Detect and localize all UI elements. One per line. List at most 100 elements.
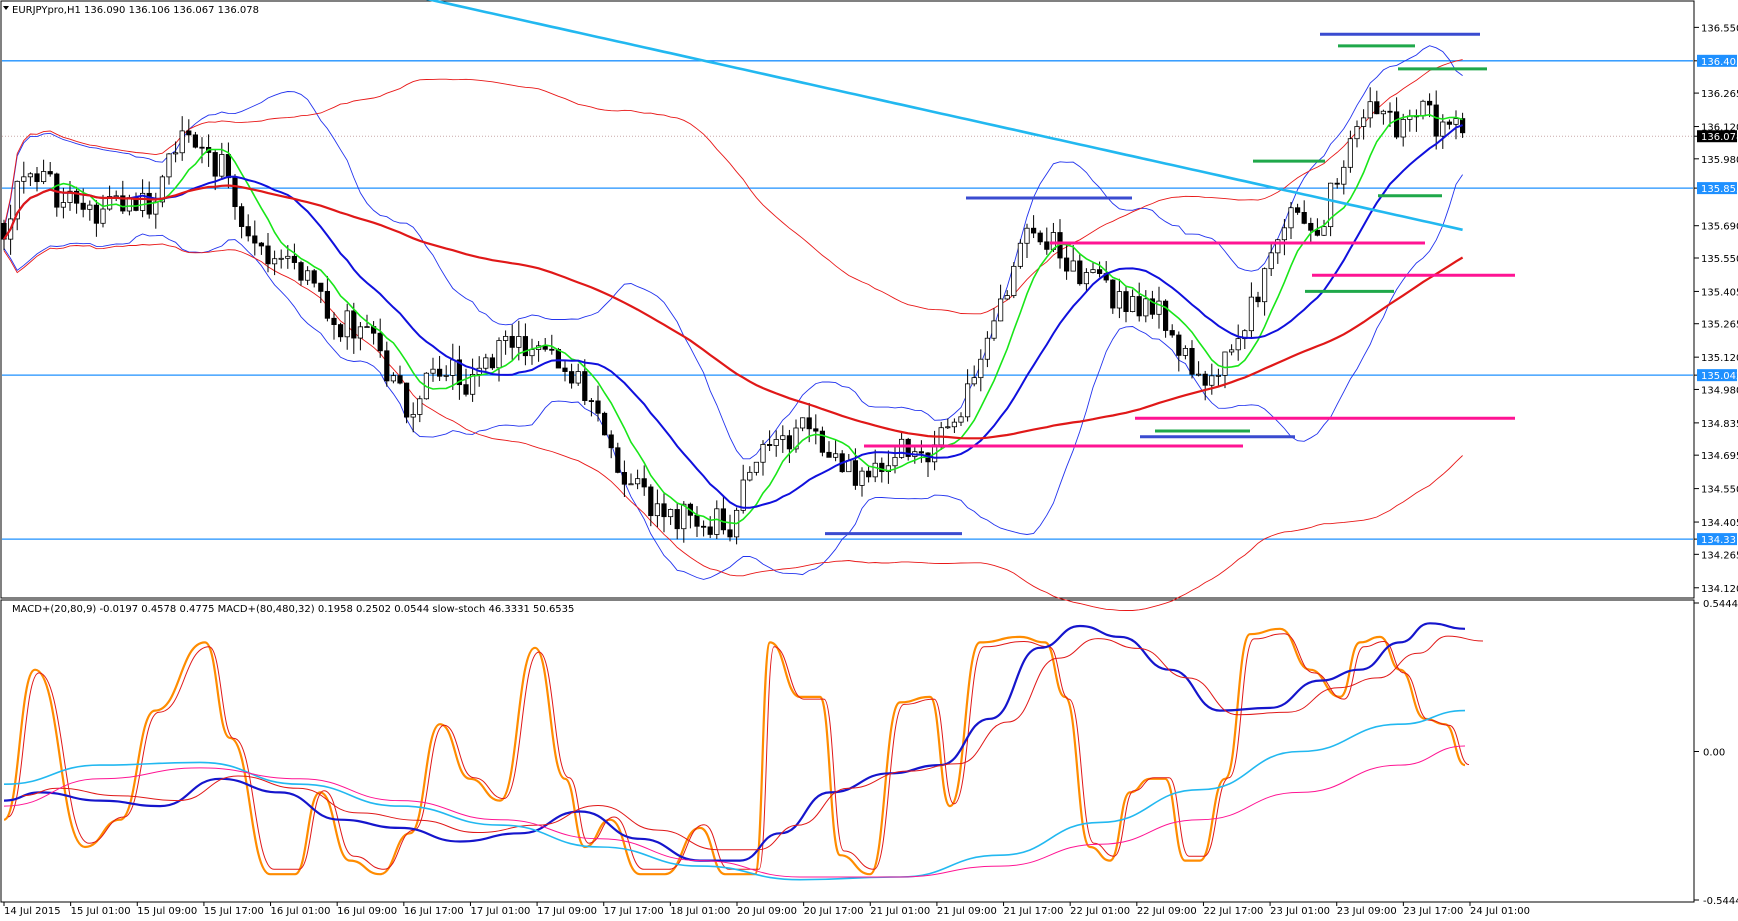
- candle-body-208: [1374, 101, 1380, 115]
- candle-body-217: [1433, 104, 1439, 137]
- candle-body-9: [60, 202, 67, 208]
- candle-body-48: [318, 282, 324, 292]
- time-tick-label-13: 21 Jul 01:00: [870, 906, 930, 917]
- candle-body-186: [1229, 349, 1235, 353]
- candle-body-83: [549, 348, 555, 351]
- candle-body-5: [34, 173, 40, 183]
- time-tick-label-1: 15 Jul 01:00: [71, 906, 131, 917]
- symbol-header: EURJPYpro,H1 136.090 136.106 136.067 136…: [12, 5, 259, 16]
- time-tick-label-3: 15 Jul 17:00: [204, 906, 264, 917]
- price-tick-label-20: 134.120: [1701, 584, 1738, 595]
- candle-body-69: [456, 359, 463, 386]
- candle-body-215: [1420, 100, 1426, 117]
- price-tick-label-19: 134.265: [1701, 550, 1738, 561]
- candle-body-50: [331, 317, 337, 326]
- candle-body-173: [1143, 298, 1149, 317]
- candle-body-196: [1295, 207, 1301, 213]
- candle-body-124: [819, 430, 826, 453]
- candle-body-44: [291, 255, 298, 263]
- time-tick-label-17: 22 Jul 09:00: [1137, 906, 1197, 917]
- candle-body-40: [265, 245, 271, 265]
- candle-body-125: [826, 451, 832, 458]
- candle-body-176: [1163, 300, 1169, 331]
- candle-body-96: [635, 478, 641, 485]
- candle-body-114: [753, 461, 760, 473]
- candle-body-99: [654, 503, 661, 517]
- candle-body-103: [681, 503, 687, 530]
- candle-body-4: [27, 173, 34, 178]
- candle-body-33: [219, 154, 225, 177]
- price-label-box-1: [1697, 54, 1737, 67]
- candle-body-184: [1215, 374, 1221, 377]
- candle-body-182: [1202, 373, 1208, 386]
- candle-body-92: [608, 434, 614, 449]
- candle-body-218: [1440, 121, 1446, 137]
- candle-body-162: [1070, 260, 1076, 272]
- candle-body-42: [278, 257, 284, 260]
- candle-body-62: [410, 414, 416, 418]
- candle-body-70: [463, 384, 469, 395]
- candle-body-198: [1308, 222, 1314, 231]
- time-tick-label-12: 20 Jul 17:00: [804, 906, 864, 917]
- candle-body-38: [252, 235, 258, 244]
- candle-body-36: [238, 206, 245, 227]
- candle-body-132: [872, 462, 878, 478]
- price-tick-label-11: 135.120: [1701, 353, 1738, 364]
- candle-body-143: [945, 426, 951, 429]
- candle-body-145: [958, 416, 964, 423]
- candle-body-120: [793, 427, 799, 450]
- candle-body-76: [502, 335, 509, 341]
- time-tick-label-7: 17 Jul 01:00: [470, 906, 530, 917]
- candle-body-204: [1347, 138, 1353, 168]
- candle-body-164: [1083, 272, 1089, 285]
- candle-body-80: [529, 349, 535, 357]
- candle-body-149: [984, 337, 991, 360]
- candle-body-139: [918, 451, 925, 454]
- candle-body-178: [1176, 334, 1182, 356]
- candle-body-37: [245, 226, 251, 237]
- time-tick-label-6: 16 Jul 17:00: [404, 906, 464, 917]
- candle-body-137: [905, 438, 911, 457]
- candle-body-133: [879, 462, 885, 472]
- candle-body-106: [701, 525, 707, 528]
- panel-menu-arrow-icon[interactable]: [3, 6, 9, 10]
- candle-body-144: [951, 421, 958, 428]
- candle-body-60: [397, 375, 403, 384]
- candle-body-85: [562, 367, 568, 372]
- candle-body-112: [740, 479, 746, 511]
- candle-body-17: [113, 195, 119, 198]
- candle-body-147: [971, 377, 977, 385]
- candle-body-53: [351, 310, 357, 339]
- candle-body-98: [648, 486, 654, 517]
- candle-body-67: [443, 374, 449, 377]
- bollinger-lower-20: [3, 174, 1463, 580]
- candle-body-192: [1268, 252, 1274, 270]
- candle-body-118: [780, 435, 786, 440]
- candle-body-77: [509, 335, 515, 348]
- candle-body-158: [1044, 241, 1050, 250]
- candle-body-181: [1196, 373, 1202, 376]
- price-label-box-12: [1697, 369, 1737, 382]
- candle-body-200: [1321, 226, 1327, 236]
- candle-body-219: [1446, 121, 1452, 125]
- candle-body-25: [166, 153, 172, 178]
- candle-body-47: [311, 270, 317, 284]
- candle-body-13: [87, 204, 93, 210]
- main-panel-frame: [0, 0, 1695, 599]
- candle-body-88: [582, 371, 588, 401]
- price-tick-label-1: 136.405: [1701, 57, 1738, 68]
- candle-body-116: [767, 444, 773, 446]
- price-tick-label-3: 136.120: [1701, 123, 1738, 134]
- price-tick-label-0: 136.550: [1701, 23, 1738, 34]
- candle-body-174: [1149, 298, 1155, 315]
- candle-body-71: [469, 374, 476, 395]
- candle-body-41: [271, 258, 278, 265]
- time-tick-label-2: 15 Jul 09:00: [137, 906, 197, 917]
- candle-body-168: [1110, 279, 1116, 309]
- time-tick-label-20: 23 Jul 09:00: [1337, 906, 1397, 917]
- stoch-main-orange: [3, 627, 1466, 876]
- time-tick-label-19: 23 Jul 01:00: [1270, 906, 1330, 917]
- candle-body-161: [1064, 257, 1070, 272]
- candle-body-220: [1453, 118, 1459, 125]
